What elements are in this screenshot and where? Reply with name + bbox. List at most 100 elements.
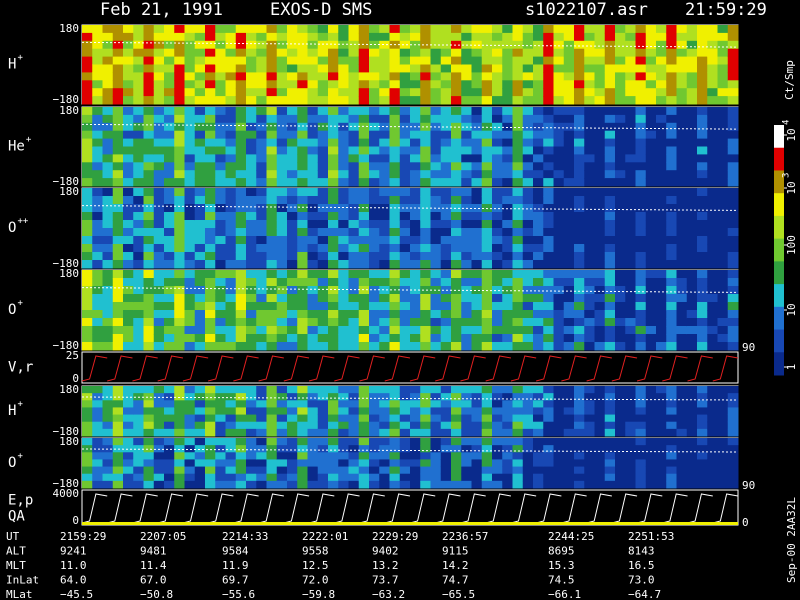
spectrogram-cell [584, 294, 595, 303]
spectrogram-cell [338, 473, 349, 482]
spectrogram-cell [235, 421, 247, 430]
spectrogram-cell [594, 270, 606, 279]
spectrogram-cell [553, 480, 565, 489]
spectrogram-cell [440, 188, 452, 197]
spectrogram-cell [410, 414, 421, 423]
spectrogram-cell [399, 342, 411, 351]
spectrogram-cell [92, 386, 103, 394]
row-value: 73.0 [628, 574, 655, 587]
spectrogram-cell [522, 466, 534, 475]
spectrogram-cell [410, 162, 421, 171]
spectrogram-cell [451, 146, 462, 155]
spectrogram-cell [553, 244, 565, 253]
spectrogram-cell [553, 452, 565, 460]
spectrogram-cell [440, 318, 452, 327]
spectrogram-cell [717, 252, 729, 261]
spectrogram-cell [553, 318, 565, 327]
spectrogram-cell [451, 196, 462, 205]
spectrogram-cell [307, 212, 319, 221]
spectrogram-cell [328, 407, 339, 416]
spectrogram-cell [256, 244, 267, 253]
spectrogram-cell [328, 220, 339, 229]
spectrogram-cell [317, 414, 329, 423]
spectrogram-cell [215, 326, 226, 335]
spectrogram-cell [112, 310, 124, 319]
spectrogram-cell [153, 473, 165, 482]
spectrogram-cell [461, 452, 472, 460]
spectrogram-cell [307, 452, 319, 460]
spectrogram-cell [594, 400, 606, 408]
spectrogram-cell [512, 64, 524, 73]
spectrogram-cell [625, 236, 636, 245]
spectrogram-cell [512, 438, 524, 446]
spectrogram-cell [420, 162, 431, 171]
spectrogram-cell [153, 318, 165, 327]
spectrogram-cell [328, 421, 339, 430]
row-value: 74.7 [442, 574, 469, 587]
spectrogram-cell [143, 386, 155, 394]
spectrogram-cell [645, 88, 657, 97]
spectrogram-cell [143, 25, 155, 34]
spectrogram-cell [563, 407, 575, 416]
spectrogram-cell [153, 146, 165, 155]
spectrogram-cell [451, 114, 462, 124]
spectrogram-cell [266, 162, 278, 171]
spectrogram-cell [420, 286, 431, 295]
spectrogram-cell [645, 122, 657, 132]
spectrogram-cell [143, 244, 155, 253]
spectrogram-cell [451, 178, 462, 187]
spectrogram-cell [205, 445, 216, 453]
spectrogram-cell [727, 56, 739, 65]
spectrogram-cell [174, 88, 185, 97]
spectrogram-cell [666, 228, 677, 237]
spectrogram-cell [297, 334, 308, 343]
spectrogram-cell [686, 114, 698, 124]
spectrogram-cell [656, 386, 667, 394]
spectrogram-cell [358, 302, 370, 311]
spectrogram-cell [440, 228, 452, 237]
spectrogram-cell [205, 278, 216, 287]
spectrogram-cell [328, 244, 339, 253]
spectrogram-cell [656, 334, 667, 343]
spectrogram-cell [379, 294, 390, 303]
spectrogram-cell [697, 114, 708, 124]
spectrogram-cell [369, 294, 380, 303]
spectrogram-cell [656, 138, 667, 147]
spectrogram-cell [492, 278, 503, 287]
spectrogram-cell [235, 138, 247, 147]
spectrogram-cell [225, 445, 237, 453]
spectrogram-cell [533, 64, 544, 73]
spectrogram-cell [369, 318, 380, 327]
spectrogram-cell [256, 146, 267, 155]
spectrogram-cell [276, 407, 288, 416]
spectrogram-cell [215, 154, 226, 163]
spectrogram-cell [82, 236, 93, 245]
spectrogram-cell [133, 228, 144, 237]
spectrogram-cell [92, 138, 103, 147]
spectrogram-cell [112, 466, 124, 475]
spectrogram-cell [451, 278, 462, 287]
spectrogram-cell [666, 130, 677, 140]
spectrogram-cell [461, 466, 472, 475]
spectrogram-cell [123, 252, 134, 261]
spectrogram-cell [563, 386, 575, 394]
spectrogram-cell [358, 428, 370, 437]
spectrogram-cell [164, 244, 175, 253]
spectrogram-cell [317, 48, 329, 58]
spectrogram-cell [174, 107, 185, 116]
spectrogram-cell [584, 452, 595, 460]
spectrogram-cell [420, 342, 431, 351]
spectrogram-cell [563, 393, 575, 401]
spectrogram-cell [676, 64, 688, 73]
spectrogram-cell [604, 452, 616, 460]
spectrogram-cell [328, 188, 339, 197]
spectrogram-cell [666, 236, 677, 245]
spectrogram-cell [481, 154, 493, 163]
spectrogram-cell [164, 188, 175, 197]
spectrogram [82, 270, 739, 351]
spectrogram-cell [543, 228, 554, 237]
spectrogram-cell [399, 252, 411, 261]
spectrogram-cell [430, 466, 442, 475]
spectrogram-cell [82, 480, 93, 489]
